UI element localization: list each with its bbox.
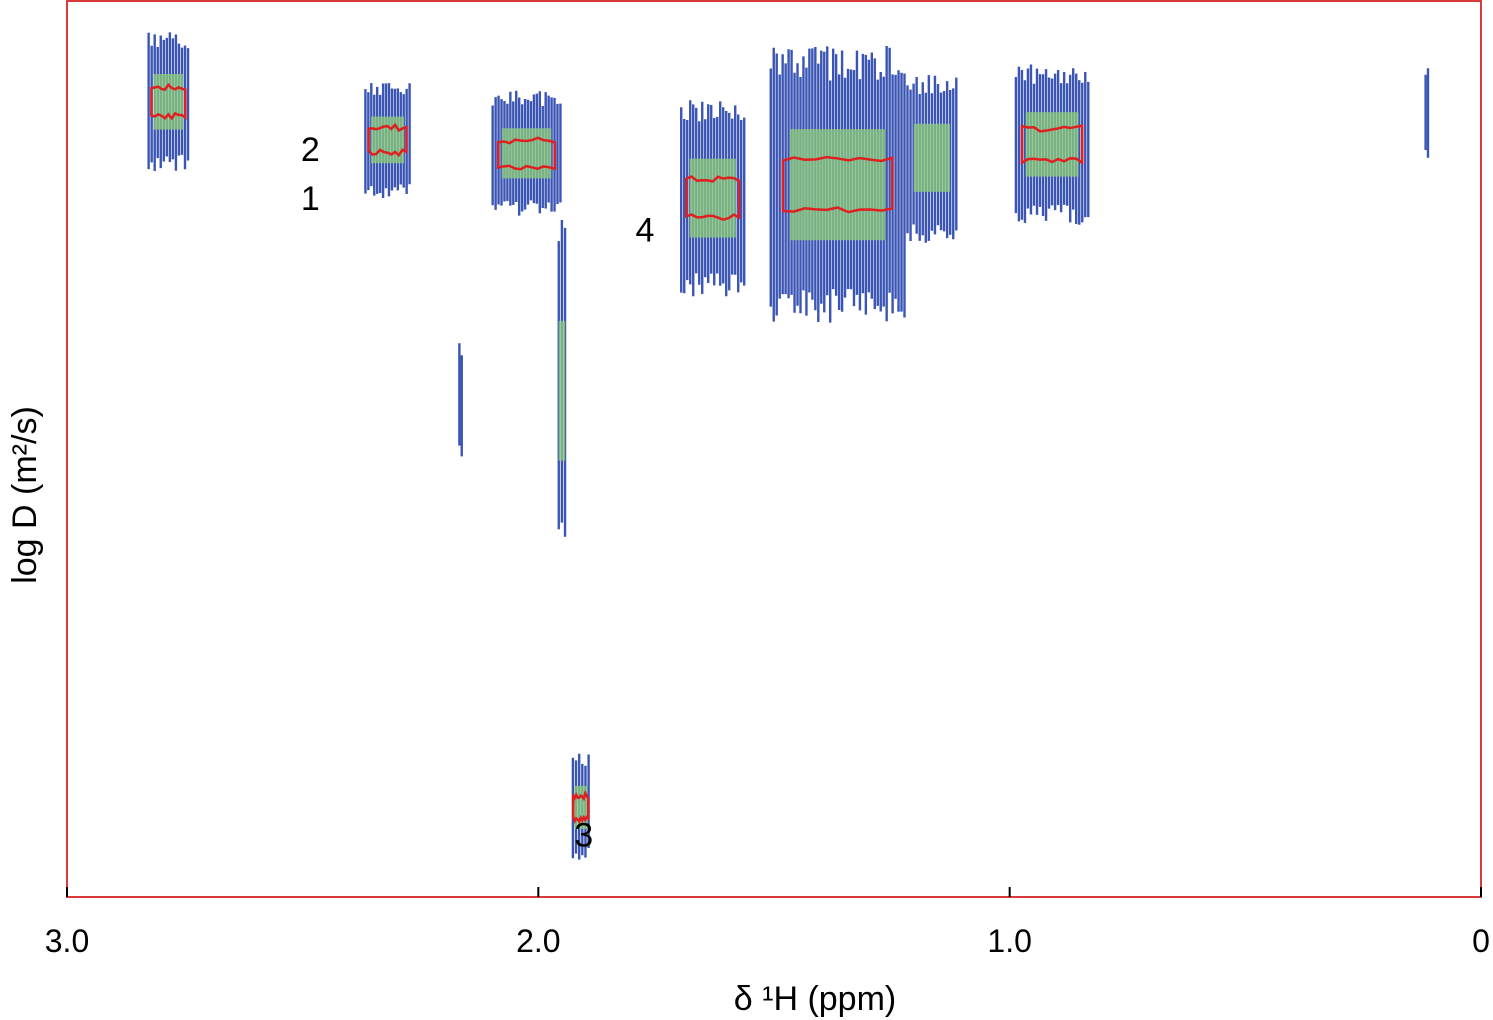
x-axis-ticks: 3.0 2.0 1.0 0 [45, 887, 1490, 959]
peak-label: 2 [301, 131, 320, 169]
signal-contour [458, 343, 463, 457]
contour-level-core [367, 122, 408, 157]
contour-level-mid [501, 128, 552, 179]
signal-contour [1424, 68, 1430, 158]
contour-level-core [781, 155, 894, 214]
contour-level-core [571, 789, 590, 824]
contour-layer [147, 32, 1430, 860]
contour-level-mid [913, 123, 951, 192]
peak-label: 3 [574, 816, 593, 854]
signal-contour [557, 219, 567, 537]
x-axis-label: δ ¹H (ppm) [734, 980, 896, 1018]
contour-level-mid [689, 158, 736, 238]
contour-level-mid [153, 74, 184, 130]
signal-contour [906, 75, 958, 243]
signal-contour [1014, 64, 1090, 225]
y-axis-label: log D (m²/s) [6, 406, 44, 584]
contour-level-core [685, 175, 741, 221]
signal-contour [769, 46, 906, 323]
contour-level-mid [1025, 112, 1079, 177]
peak-labels: 1 2 3 4 [301, 131, 655, 854]
x-tick-label: 3.0 [45, 923, 89, 959]
contour-level-mid [558, 320, 566, 461]
signal-contour [491, 90, 562, 216]
signal-contour [364, 83, 411, 198]
signal-contour [147, 32, 190, 172]
peak-label: 1 [301, 180, 320, 218]
contour-level-core [150, 82, 187, 121]
x-tick-label: 2.0 [516, 923, 560, 959]
contour-level-core [497, 136, 557, 171]
signal-contour [571, 753, 590, 860]
x-tick-label: 0 [1472, 923, 1490, 959]
plot-frame [66, 0, 1482, 898]
signal-contour [680, 100, 746, 297]
contour-level-core [1020, 124, 1084, 166]
contour-level-mid [789, 129, 886, 241]
x-tick-label: 1.0 [987, 923, 1031, 959]
peak-label: 4 [636, 211, 655, 249]
